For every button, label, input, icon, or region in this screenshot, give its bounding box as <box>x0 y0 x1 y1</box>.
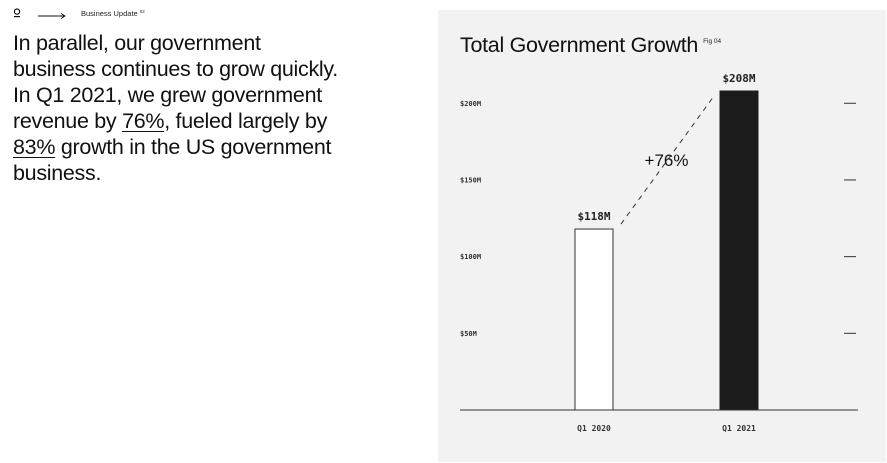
y-tick-label: $50M <box>460 330 477 338</box>
highlight-76-percent: 76% <box>122 109 165 133</box>
headline-part-3: growth in the US government business. <box>13 135 332 185</box>
x-tick-label: Q1 2021 <box>722 424 756 433</box>
chart-panel: Total Government Growth Fig 04 $50M $100M… <box>438 10 886 462</box>
logo-icon <box>13 8 21 18</box>
y-tick-label: $150M <box>460 176 481 184</box>
headline-text: In parallel, our government business con… <box>13 30 343 186</box>
y-tick-label: $100M <box>460 253 481 261</box>
growth-connector-line <box>620 95 715 225</box>
plot-area: $50M $100M $150M $200M $118M Q1 2020 $208M Q1 2… <box>460 72 858 433</box>
breadcrumb[interactable]: Business Update 02 <box>81 9 145 18</box>
arrow-right-icon <box>37 8 67 19</box>
growth-annotation: +76% <box>645 151 689 170</box>
bar-q1-2020 <box>574 228 614 411</box>
bar-q1-2021 <box>719 90 759 411</box>
headline-part-1: In parallel, our government business con… <box>13 31 338 133</box>
bar-value-label: $118M <box>577 210 610 223</box>
highlight-83-percent: 83% <box>13 135 56 159</box>
x-tick-label: Q1 2020 <box>577 424 611 433</box>
government-growth-chart: Total Government Growth Fig 04 $50M $100M… <box>460 33 858 433</box>
headline-part-2: , fueled largely by <box>164 109 328 133</box>
chart-title: Total Government Growth <box>460 33 698 57</box>
top-bar: Business Update 02 <box>13 6 145 20</box>
figure-label: Fig 04 <box>703 38 721 45</box>
y-tick-label: $200M <box>460 100 481 108</box>
bar-value-label: $208M <box>722 72 755 85</box>
breadcrumb-label: Business Update <box>81 8 138 18</box>
section-number: 02 <box>139 8 145 14</box>
